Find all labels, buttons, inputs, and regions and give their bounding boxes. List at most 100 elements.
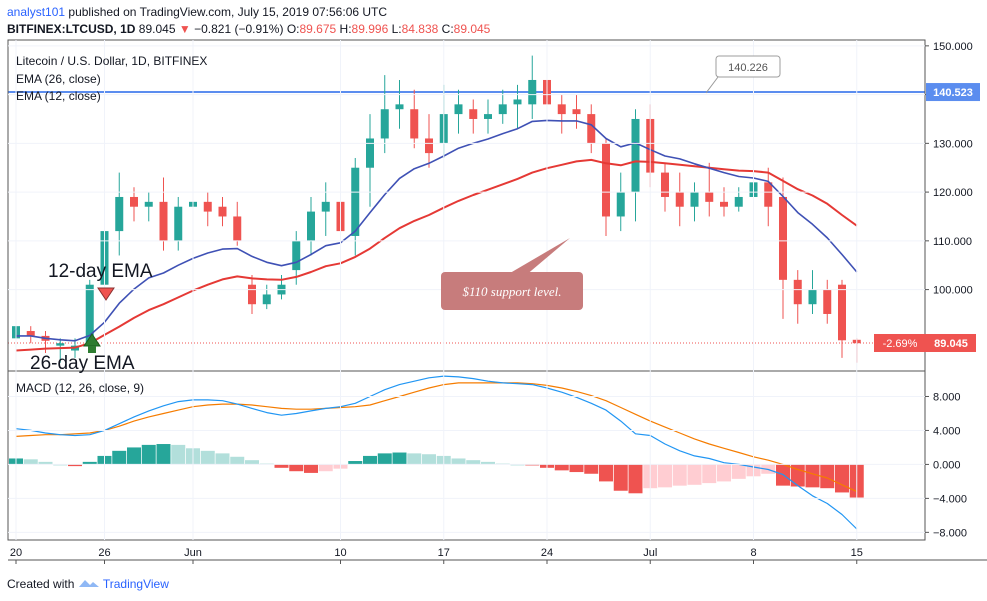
macd-histogram-bar [554, 464, 569, 471]
candle-body [351, 167, 360, 236]
ema26-legend[interactable]: EMA (26, close) [16, 72, 101, 86]
macd-histogram-bar [672, 464, 687, 486]
high-label: H: [339, 22, 352, 36]
macd-histogram-bar [289, 464, 304, 472]
time-tick-label: 26 [98, 547, 110, 559]
last-change-tag-text: -2.69% [883, 338, 918, 350]
price-tick-label: 130.000 [933, 138, 973, 150]
macd-histogram-bar [687, 464, 702, 485]
candle-body [484, 114, 492, 119]
candle-body [425, 138, 433, 154]
candle-body [557, 104, 566, 115]
author-link[interactable]: analyst101 [7, 5, 66, 19]
macd-histogram-bar [392, 452, 407, 465]
macd-histogram-bar [702, 464, 717, 484]
macd-tick-label: −4.000 [933, 493, 967, 505]
open-label: O: [286, 22, 300, 36]
candle-body [380, 109, 389, 139]
ema12-annotation: 12-day EMA [48, 261, 153, 282]
macd-legend[interactable]: MACD (12, 26, close, 9) [16, 381, 145, 395]
macd-tick-label: 4.000 [933, 425, 961, 437]
last-price-tag [926, 333, 976, 352]
candle-body [85, 284, 94, 344]
macd-histogram-bar [215, 453, 230, 465]
candle-body [307, 211, 315, 241]
symbol-info: BITFINEX:LTCUSD, 1D 89.045 ▼ −0.821 (−0.… [7, 22, 490, 36]
macd-tick-label: 0.000 [933, 459, 961, 471]
candle-body [395, 104, 404, 110]
last-price-tag-text: 89.045 [934, 338, 968, 350]
macd-histogram-bar [731, 464, 746, 479]
ema12-line [16, 119, 858, 342]
macd-histogram-bar [112, 450, 127, 465]
chart-title: Litecoin / U.S. Dollar, 1D, BITFINEX [16, 54, 208, 68]
candle-body [823, 289, 832, 314]
macd-histogram-bar [68, 464, 82, 467]
symbol-name: BITFINEX:LTCUSD, 1D [7, 22, 136, 36]
line-label-box [715, 55, 781, 78]
support-callout-pointer [505, 238, 570, 276]
footer: Created with TradingView [7, 577, 169, 591]
callout-leader [705, 76, 719, 94]
low-value: 84.838 [401, 22, 439, 36]
candle-body [602, 143, 610, 217]
macd-histogram-bar [82, 461, 97, 465]
price-tick-label: 100.000 [933, 285, 973, 297]
macd-histogram-bar [422, 454, 436, 465]
candle-body [764, 182, 773, 207]
candle-body [616, 192, 625, 217]
macd-histogram-bar [628, 464, 643, 494]
overlay: 140.226 $110 support level. 140.523 -2.69% 8… [83, 55, 980, 353]
macd-histogram-bar [23, 459, 38, 465]
candle-body [572, 109, 581, 115]
resistance-price-tag-text: 140.523 [933, 87, 973, 99]
price-tick-label: 110.000 [933, 236, 972, 248]
candle-body [454, 104, 463, 115]
macd-histogram-bar [304, 464, 318, 473]
time-tick-label: 15 [851, 547, 863, 559]
macd-histogram-bar [451, 458, 466, 465]
candle-body [661, 172, 669, 197]
candle-body [631, 118, 640, 193]
candle-body [56, 343, 65, 346]
candle-body [321, 201, 330, 212]
publish-text: published on TradingView.com, July 15, 2… [68, 5, 388, 19]
macd-signal-line [15, 382, 858, 493]
macd-histogram-bar [38, 461, 53, 465]
candle-body [528, 79, 537, 105]
ema26-annotation: 26-day EMA [30, 353, 135, 374]
candle-body [115, 196, 124, 232]
candle-body [705, 192, 714, 202]
macd-pane [9, 375, 864, 530]
candle-body [248, 284, 256, 305]
macd-histogram-bar [584, 464, 599, 474]
time-tick-label: 10 [334, 547, 346, 559]
candle-body [366, 138, 374, 168]
macd-histogram-bar [377, 453, 392, 465]
macd-line [15, 375, 858, 530]
candle-body [675, 192, 684, 207]
open-value: 89.675 [299, 22, 337, 36]
down-arrow-icon: ▼ [178, 22, 191, 36]
last-price: 89.045 [138, 22, 176, 36]
macd-histogram-bar [805, 464, 820, 488]
macd-histogram-bar [569, 464, 584, 473]
candle-body [218, 206, 227, 217]
candle-body [26, 331, 35, 336]
candle-body [469, 109, 478, 119]
macd-histogram-bar [407, 453, 422, 465]
candle-body [159, 201, 168, 241]
candle-body [587, 114, 596, 144]
ema26-line [15, 158, 858, 352]
macd-histogram-bar [141, 444, 156, 465]
macd-histogram-bar [274, 464, 289, 468]
ema12-legend[interactable]: EMA (12, close) [16, 89, 101, 103]
created-with-text: Created with [7, 577, 75, 591]
candle-body [262, 294, 271, 305]
tradingview-brand-link[interactable]: TradingView [102, 577, 169, 591]
macd-histogram-bar [318, 464, 333, 472]
candle-body [410, 109, 419, 139]
macd-histogram-bar [171, 444, 186, 465]
close-label: C: [441, 22, 454, 36]
